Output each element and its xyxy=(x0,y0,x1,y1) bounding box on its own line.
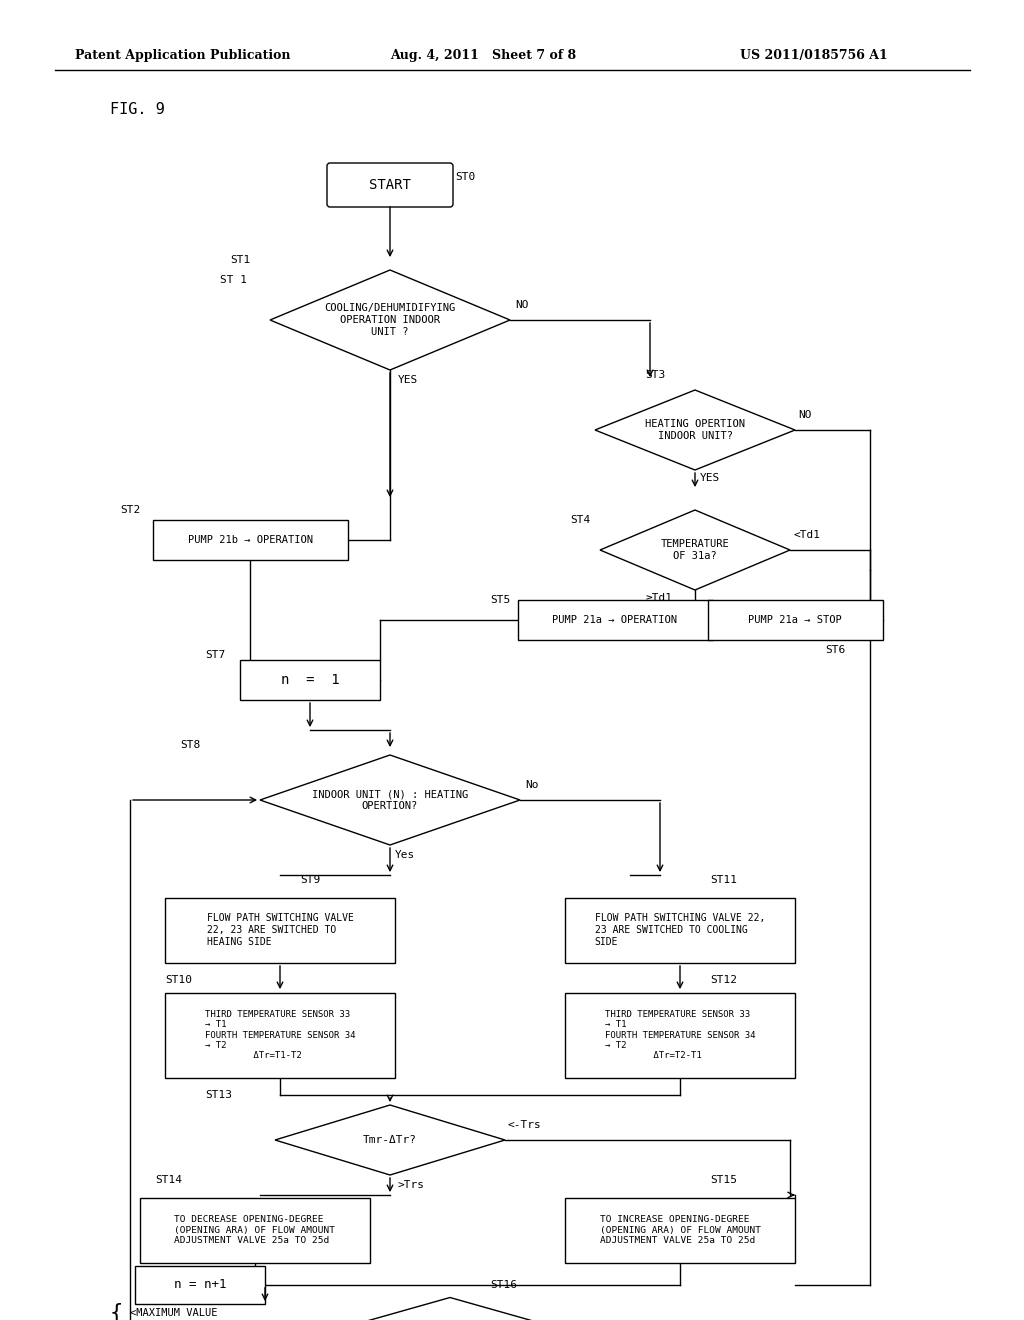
Text: <Td1: <Td1 xyxy=(793,531,820,540)
Bar xyxy=(153,520,347,560)
Text: ST13: ST13 xyxy=(205,1090,232,1100)
Text: Yes: Yes xyxy=(395,850,416,861)
Text: n = n+1: n = n+1 xyxy=(174,1279,226,1291)
Text: ST1: ST1 xyxy=(230,255,250,265)
Bar xyxy=(165,993,395,1077)
Text: ST0: ST0 xyxy=(455,172,475,182)
Text: THIRD TEMPERATURE SENSOR 33
→ T1
FOURTH TEMPERATURE SENSOR 34
→ T2
         ΔTr=: THIRD TEMPERATURE SENSOR 33 → T1 FOURTH … xyxy=(205,1010,355,1060)
Text: INDOOR UNIT (N) : HEATING
OPERTION?: INDOOR UNIT (N) : HEATING OPERTION? xyxy=(312,789,468,810)
Text: ST10: ST10 xyxy=(165,975,193,985)
Text: THIRD TEMPERATURE SENSOR 33
→ T1
FOURTH TEMPERATURE SENSOR 34
→ T2
         ΔTr=: THIRD TEMPERATURE SENSOR 33 → T1 FOURTH … xyxy=(605,1010,756,1060)
Text: HEATING OPERTION
INDOOR UNIT?: HEATING OPERTION INDOOR UNIT? xyxy=(645,420,745,441)
Text: ST5: ST5 xyxy=(490,595,510,605)
Text: ST2: ST2 xyxy=(120,506,140,515)
Text: ST15: ST15 xyxy=(710,1175,737,1185)
Text: YES: YES xyxy=(700,473,720,483)
Bar xyxy=(565,993,795,1077)
Polygon shape xyxy=(335,1298,565,1320)
Text: FLOW PATH SWITCHING VALVE
22, 23 ARE SWITCHED TO
HEAING SIDE: FLOW PATH SWITCHING VALVE 22, 23 ARE SWI… xyxy=(207,913,353,946)
Text: NO: NO xyxy=(798,411,811,420)
Text: >Trs: >Trs xyxy=(398,1180,425,1191)
Text: ST11: ST11 xyxy=(710,875,737,884)
Text: Tmr-ΔTr?: Tmr-ΔTr? xyxy=(362,1135,417,1144)
Polygon shape xyxy=(600,510,790,590)
Text: FLOW PATH SWITCHING VALVE 22,
23 ARE SWITCHED TO COOLING
SIDE: FLOW PATH SWITCHING VALVE 22, 23 ARE SWI… xyxy=(595,913,765,946)
Polygon shape xyxy=(595,389,795,470)
Polygon shape xyxy=(260,755,520,845)
Text: FIG. 9: FIG. 9 xyxy=(110,103,165,117)
Bar xyxy=(240,660,380,700)
Text: PUMP 21a → OPERATION: PUMP 21a → OPERATION xyxy=(553,615,678,624)
Bar xyxy=(135,1266,265,1304)
Bar xyxy=(517,601,713,640)
Bar xyxy=(708,601,883,640)
Bar xyxy=(165,898,395,962)
FancyBboxPatch shape xyxy=(327,162,453,207)
Text: <MAXIMUM VALUE: <MAXIMUM VALUE xyxy=(130,1308,217,1317)
Text: ST4: ST4 xyxy=(570,515,590,525)
Bar xyxy=(140,1197,370,1262)
Text: <-Trs: <-Trs xyxy=(508,1119,542,1130)
Bar xyxy=(565,1197,795,1262)
Polygon shape xyxy=(275,1105,505,1175)
Text: ST9: ST9 xyxy=(300,875,321,884)
Text: COOLING/DEHUMIDIFYING
OPERATION INDOOR
UNIT ?: COOLING/DEHUMIDIFYING OPERATION INDOOR U… xyxy=(325,304,456,337)
Text: YES: YES xyxy=(398,375,418,385)
Text: No: No xyxy=(525,780,539,789)
Text: ST7: ST7 xyxy=(205,649,225,660)
Text: NO: NO xyxy=(515,300,528,310)
Text: Aug. 4, 2011   Sheet 7 of 8: Aug. 4, 2011 Sheet 7 of 8 xyxy=(390,49,577,62)
Text: ≥Td1: ≥Td1 xyxy=(645,593,672,603)
Text: ST14: ST14 xyxy=(155,1175,182,1185)
Text: PUMP 21b → OPERATION: PUMP 21b → OPERATION xyxy=(187,535,312,545)
Text: US 2011/0185756 A1: US 2011/0185756 A1 xyxy=(740,49,888,62)
Polygon shape xyxy=(270,271,510,370)
Text: START: START xyxy=(369,178,411,191)
Text: PUMP 21a → STOP: PUMP 21a → STOP xyxy=(749,615,842,624)
Text: n  =  1: n = 1 xyxy=(281,673,339,686)
Text: ST 1: ST 1 xyxy=(220,275,247,285)
Text: TEMPERATURE
OF 31a?: TEMPERATURE OF 31a? xyxy=(660,539,729,561)
Text: {: { xyxy=(110,1303,123,1320)
Text: Patent Application Publication: Patent Application Publication xyxy=(75,49,291,62)
Text: ST8: ST8 xyxy=(180,741,201,750)
Text: ST16: ST16 xyxy=(490,1280,517,1290)
Text: ST6: ST6 xyxy=(825,645,845,655)
Text: ST12: ST12 xyxy=(710,975,737,985)
Text: ST3: ST3 xyxy=(645,370,666,380)
Text: TO DECREASE OPENING-DEGREE
(OPENING ARA) OF FLOW AMOUNT
ADJUSTMENT VALVE 25a TO : TO DECREASE OPENING-DEGREE (OPENING ARA)… xyxy=(174,1216,336,1245)
Text: TO INCREASE OPENING-DEGREE
(OPENING ARA) OF FLOW AMOUNT
ADJUSTMENT VALVE 25a TO : TO INCREASE OPENING-DEGREE (OPENING ARA)… xyxy=(599,1216,761,1245)
Bar xyxy=(565,898,795,962)
